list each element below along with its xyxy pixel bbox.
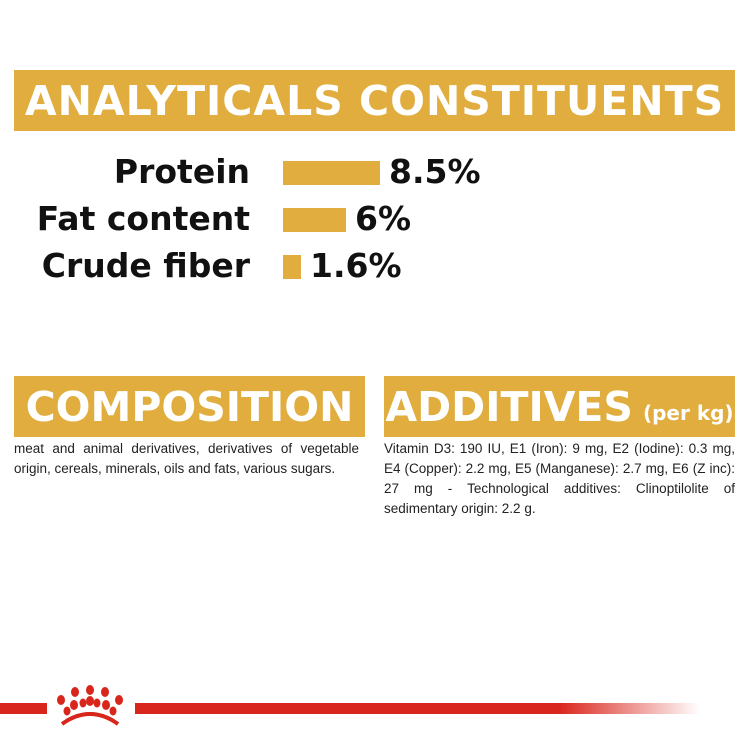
fat-label: Fat content xyxy=(36,199,250,238)
analyticals-title: ANALYTICALS CONSTITUENTS xyxy=(24,76,725,125)
additives-unit: (per kg) xyxy=(642,400,734,425)
fat-value: 6% xyxy=(355,199,412,238)
protein-value: 8.5% xyxy=(389,152,481,191)
royal-canin-crown-icon xyxy=(57,685,123,726)
brand-line-left xyxy=(0,703,47,714)
composition-header: COMPOSITION xyxy=(14,376,365,437)
fat-bar xyxy=(283,208,346,232)
fiber-bar xyxy=(283,255,301,279)
analyticals-header: ANALYTICALS CONSTITUENTS xyxy=(14,70,735,131)
composition-title: COMPOSITION xyxy=(25,382,354,431)
additives-header: ADDITIVES (per kg) xyxy=(384,376,735,437)
composition-text: meat and animal derivatives, derivatives… xyxy=(14,441,359,476)
fiber-label: Crude fiber xyxy=(41,246,250,285)
protein-bar xyxy=(283,161,380,185)
protein-label: Protein xyxy=(113,152,250,191)
fiber-value: 1.6% xyxy=(310,246,402,285)
additives-title: ADDITIVES xyxy=(385,382,633,431)
brand-line-right xyxy=(135,703,700,714)
additives-text: Vitamin D3: 190 IU, E1 (Iron): 9 mg, E2 … xyxy=(384,441,735,516)
